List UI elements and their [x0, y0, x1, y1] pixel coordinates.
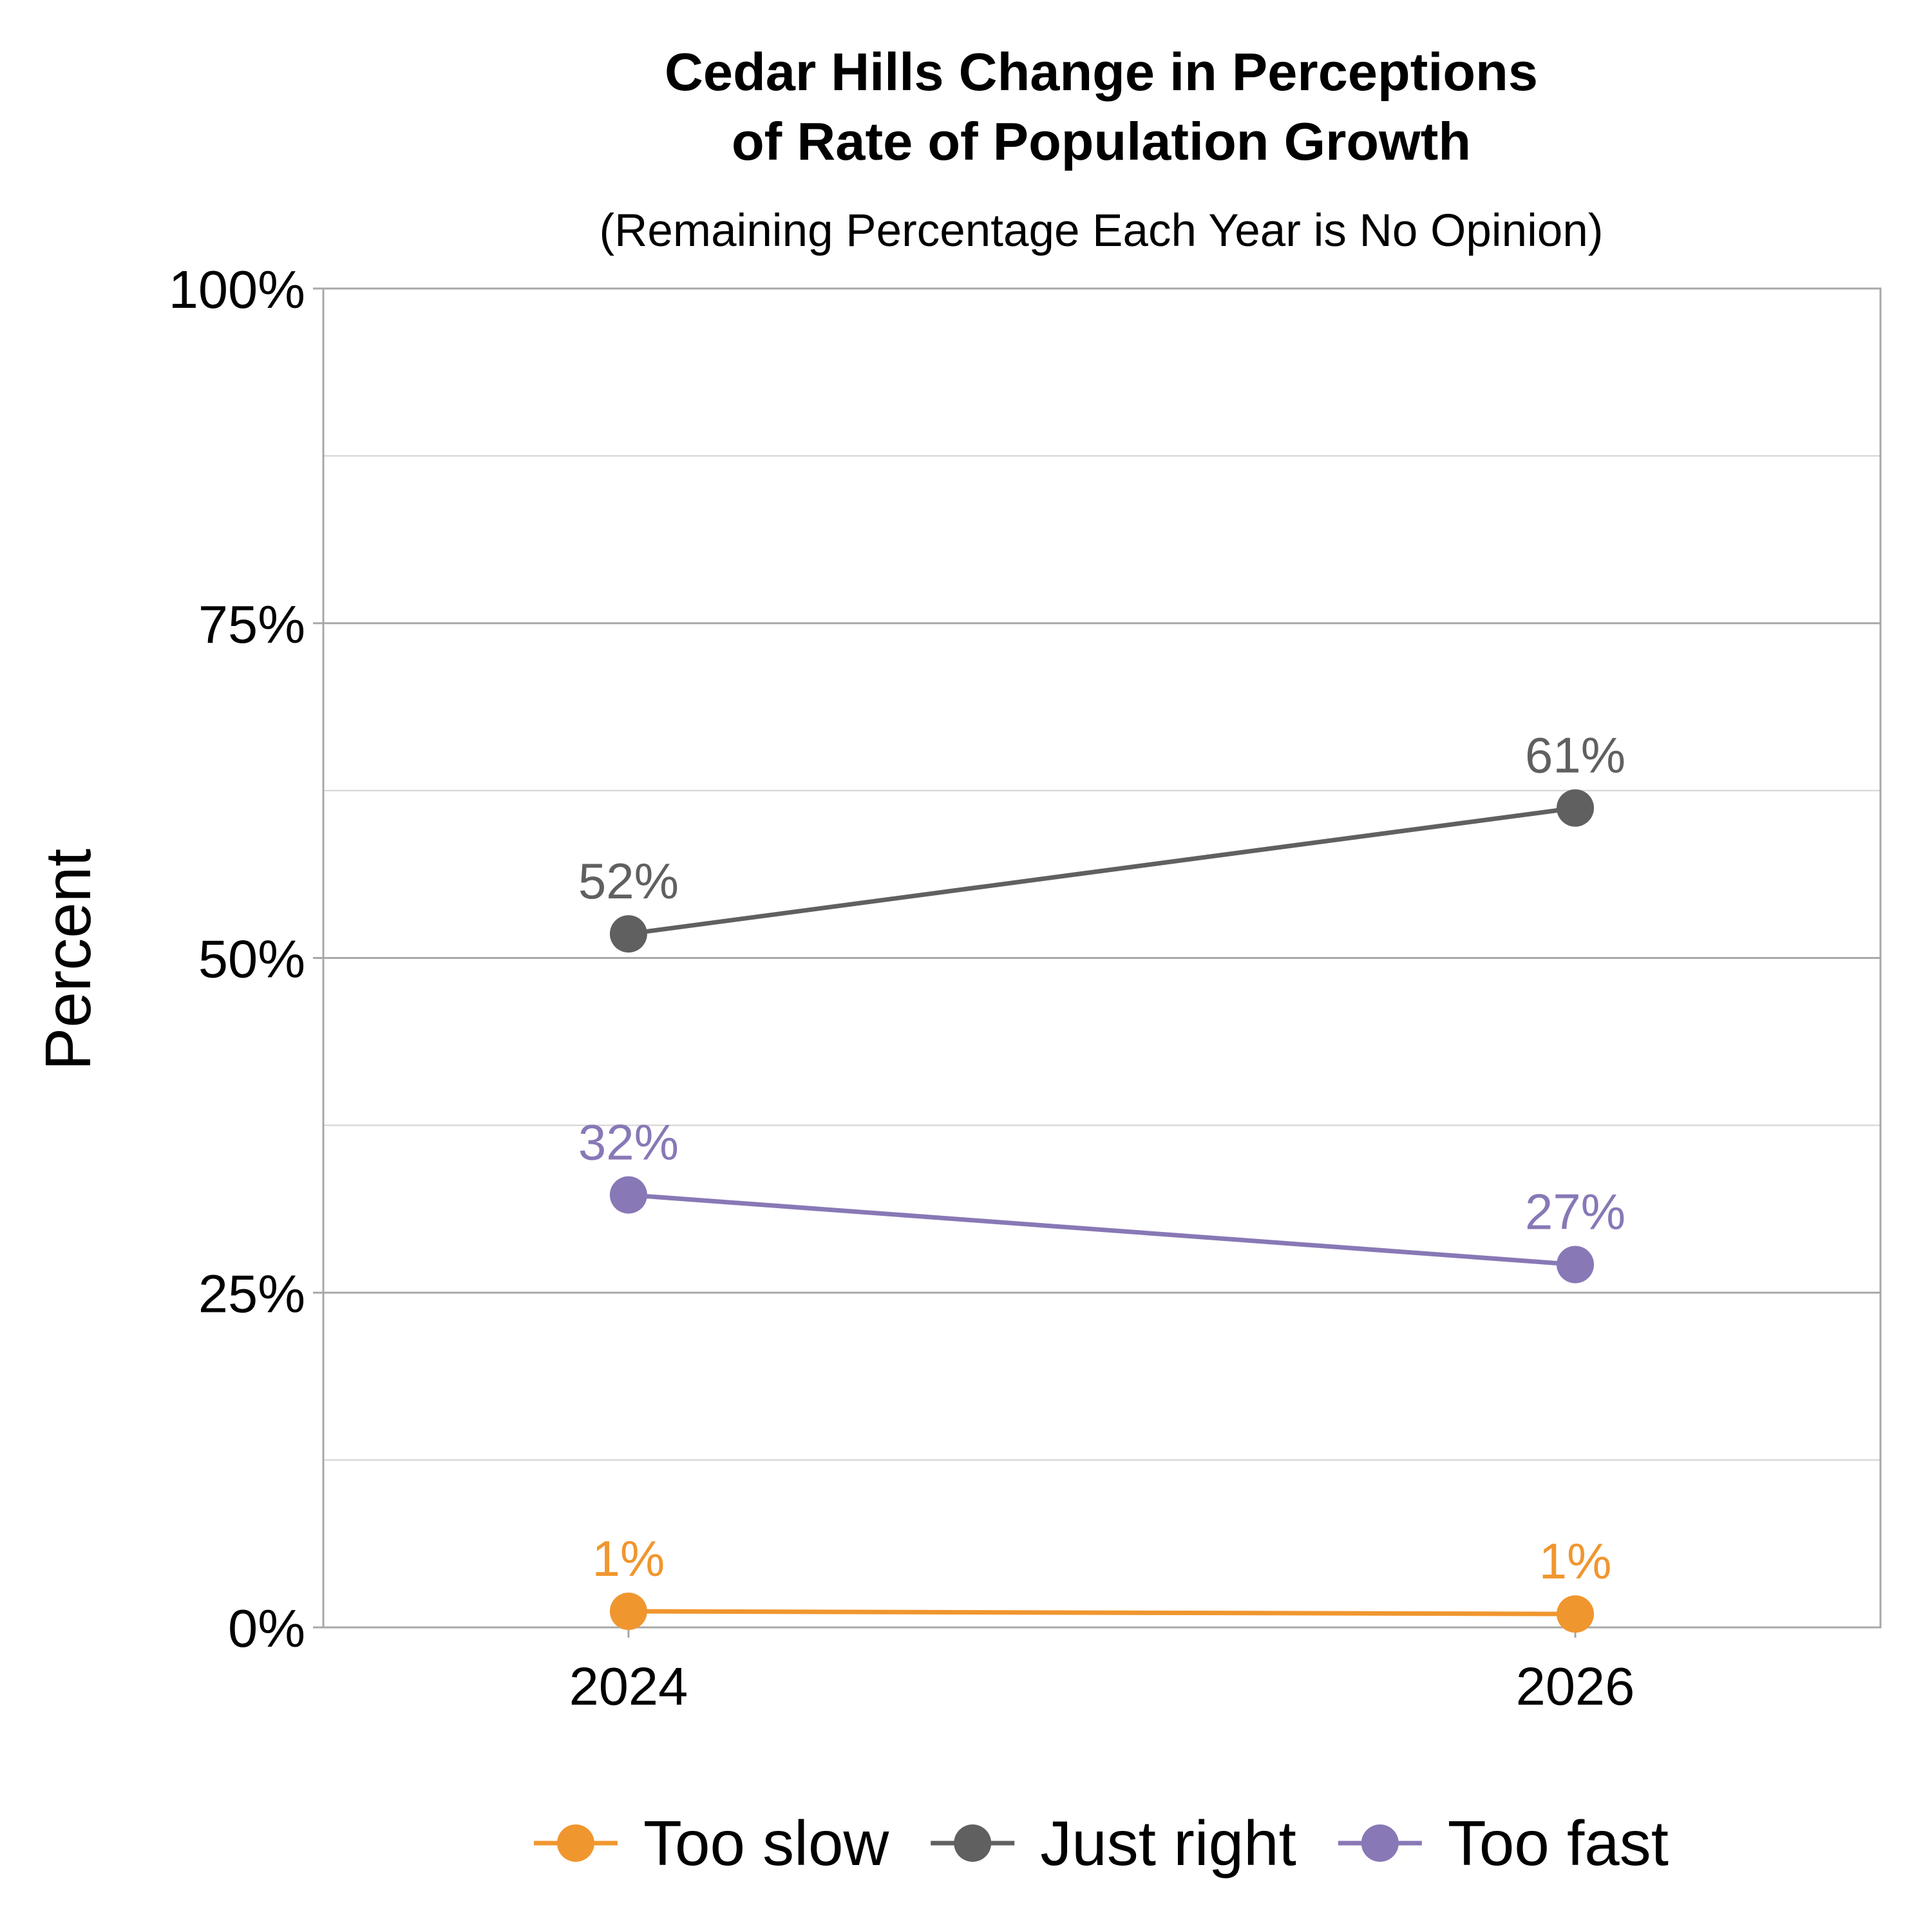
- legend-key-point: [556, 1824, 594, 1862]
- series-just-right: 52% 61%: [578, 727, 1625, 953]
- y-tick-label: 25%: [198, 1264, 305, 1323]
- data-label-too-slow: 1%: [592, 1530, 665, 1587]
- data-point-just-right: [609, 915, 647, 953]
- data-point-just-right: [1557, 789, 1595, 827]
- y-axis-title: Percent: [32, 848, 104, 1070]
- legend-label: Too slow: [643, 1808, 890, 1879]
- legend-item-just-right: Just right: [931, 1808, 1296, 1879]
- legend-key-point: [1361, 1824, 1399, 1862]
- legend-item-too-fast: Too fast: [1338, 1808, 1669, 1879]
- data-label-too-fast: 32%: [578, 1113, 679, 1170]
- legend-label: Too fast: [1448, 1808, 1669, 1879]
- series-line-too-slow: [628, 1609, 1576, 1616]
- grid-layer: [323, 455, 1880, 1461]
- data-label-too-fast: 27%: [1525, 1184, 1625, 1240]
- x-tick-label: 2026: [1516, 1656, 1635, 1716]
- series-line-just-right: [628, 806, 1576, 936]
- data-point-too-fast: [1557, 1245, 1595, 1283]
- data-point-too-slow: [609, 1593, 647, 1631]
- series-line-too-fast: [628, 1192, 1576, 1267]
- y-tick-label: 75%: [198, 594, 305, 654]
- data-label-too-slow: 1%: [1539, 1533, 1612, 1589]
- data-label-just-right: 61%: [1525, 727, 1625, 784]
- chart-title-line-1: Cedar Hills Change in Perceptions: [665, 42, 1538, 102]
- y-tick-label: 0%: [228, 1598, 305, 1658]
- legend: Too slow Just right Too fast: [533, 1808, 1669, 1879]
- legend-item-too-slow: Too slow: [533, 1808, 890, 1879]
- data-point-too-slow: [1557, 1595, 1595, 1633]
- axis-layer: 0% 25% 50% 75% 100% 2024 2026: [169, 260, 1882, 1716]
- series-layer: 1% 1% 52% 61% 32% 27%: [578, 727, 1625, 1633]
- series-too-fast: 32% 27%: [578, 1113, 1625, 1283]
- chart-subtitle: (Remaining Percentage Each Year is No Op…: [600, 205, 1604, 256]
- y-tick-label: 100%: [169, 260, 305, 319]
- data-point-too-fast: [609, 1176, 647, 1214]
- data-label-just-right: 52%: [578, 853, 679, 909]
- legend-label: Just right: [1040, 1808, 1296, 1879]
- chart-title-line-2: of Rate of Population Growth: [732, 111, 1471, 171]
- y-tick-label: 50%: [198, 929, 305, 989]
- series-too-slow: 1% 1%: [592, 1530, 1612, 1633]
- x-tick-label: 2024: [569, 1656, 688, 1716]
- legend-key-point: [954, 1824, 992, 1862]
